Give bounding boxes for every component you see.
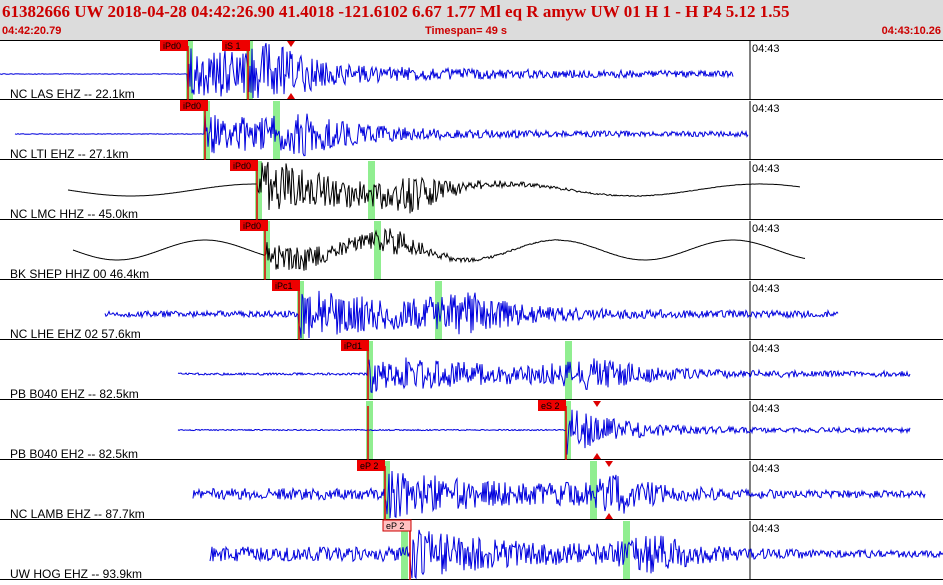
station-label: NC LMC HHZ -- 45.0km <box>10 207 138 221</box>
waveform-trace <box>209 529 943 580</box>
pick-label-box <box>230 160 258 171</box>
theoretical-arrival-marker <box>287 41 295 47</box>
event-header: 61382666 UW 2018-04-28 04:42:26.90 41.40… <box>0 0 943 41</box>
pick-label-box <box>222 40 250 51</box>
pick-band <box>368 161 375 219</box>
pick-band <box>564 401 571 459</box>
pick-label: iPd0 <box>233 161 251 171</box>
event-summary: 61382666 UW 2018-04-28 04:42:26.90 41.40… <box>2 2 790 21</box>
waveform-trace <box>177 409 911 455</box>
pick-label: iPd0 <box>183 101 201 111</box>
pick-label: iPc1 <box>275 281 293 291</box>
theoretical-arrival-marker <box>287 93 295 99</box>
pick-label: eS 2 <box>541 401 560 411</box>
station-label: PB B040 EH2 -- 82.5km <box>10 447 138 461</box>
station-label: NC LAS EHZ -- 22.1km <box>10 87 135 101</box>
minute-time-label: 04:43 <box>752 103 780 115</box>
minute-time-label: 04:43 <box>752 523 780 535</box>
pick-label: iPd0 <box>163 41 181 51</box>
start-time: 04:42:20.79 <box>2 25 62 37</box>
pick-label-box <box>538 400 566 411</box>
pick-band <box>297 281 304 339</box>
minute-time-label: 04:43 <box>752 43 780 55</box>
minute-time-label: 04:43 <box>752 223 780 235</box>
station-label: NC LAMB EHZ -- 87.7km <box>10 507 145 521</box>
pick-band <box>590 461 597 519</box>
waveform-trace <box>177 357 911 394</box>
theoretical-arrival-marker <box>605 513 613 519</box>
station-label: NC LHE EHZ 02 57.6km <box>10 327 141 341</box>
theoretical-arrival-marker <box>593 401 601 407</box>
minute-time-label: 04:43 <box>752 163 780 175</box>
seismogram-svg[interactable]: 04:43 iPd0 iS 1 NC LAS EHZ -- 22.1km 04:43 iP… <box>0 40 943 581</box>
minute-time-label: 04:43 <box>752 283 780 295</box>
theoretical-arrival-marker <box>605 461 613 467</box>
pick-label-box <box>357 460 385 471</box>
pick-label-box <box>180 100 208 111</box>
pick-label: iS 1 <box>225 41 241 51</box>
minute-time-label: 04:43 <box>752 343 780 355</box>
pick-band <box>255 161 262 219</box>
pick-band <box>366 341 373 399</box>
pick-band <box>383 461 390 519</box>
seismogram-panel[interactable]: 04:43 iPd0 iS 1 NC LAS EHZ -- 22.1km 04:43 iP… <box>0 40 943 581</box>
pick-label-box <box>341 340 369 351</box>
station-label: NC LTI EHZ -- 27.1km <box>10 147 128 161</box>
station-label: UW HOG EHZ -- 93.9km <box>10 567 142 580</box>
waveform-trace <box>104 290 839 339</box>
waveform-trace <box>67 161 801 214</box>
pick-band <box>374 221 381 279</box>
station-label: BK SHEP HHZ 00 46.4km <box>10 267 149 281</box>
waveform-trace <box>72 227 806 271</box>
timespan: Timespan= 49 s <box>425 25 508 37</box>
waveform-trace <box>0 42 734 99</box>
pick-band <box>623 521 630 579</box>
pick-label-box <box>160 40 188 51</box>
minute-time-label: 04:43 <box>752 403 780 415</box>
theoretical-arrival-marker <box>593 453 601 459</box>
pick-label-box <box>382 519 412 532</box>
minute-time-label: 04:43 <box>752 463 780 475</box>
station-label: PB B040 EHZ -- 82.5km <box>10 387 139 401</box>
pick-label-box <box>240 220 268 231</box>
pick-label: eP 2 <box>360 461 378 471</box>
pick-label-box <box>272 280 300 291</box>
pick-band <box>401 521 408 579</box>
pick-label: iPd0 <box>243 221 261 231</box>
waveform-trace <box>192 470 926 519</box>
end-time: 04:43:10.26 <box>881 25 941 37</box>
pick-label: eP 2 <box>386 521 404 531</box>
waveform-trace <box>14 113 749 157</box>
pick-label: iPd1 <box>344 341 362 351</box>
